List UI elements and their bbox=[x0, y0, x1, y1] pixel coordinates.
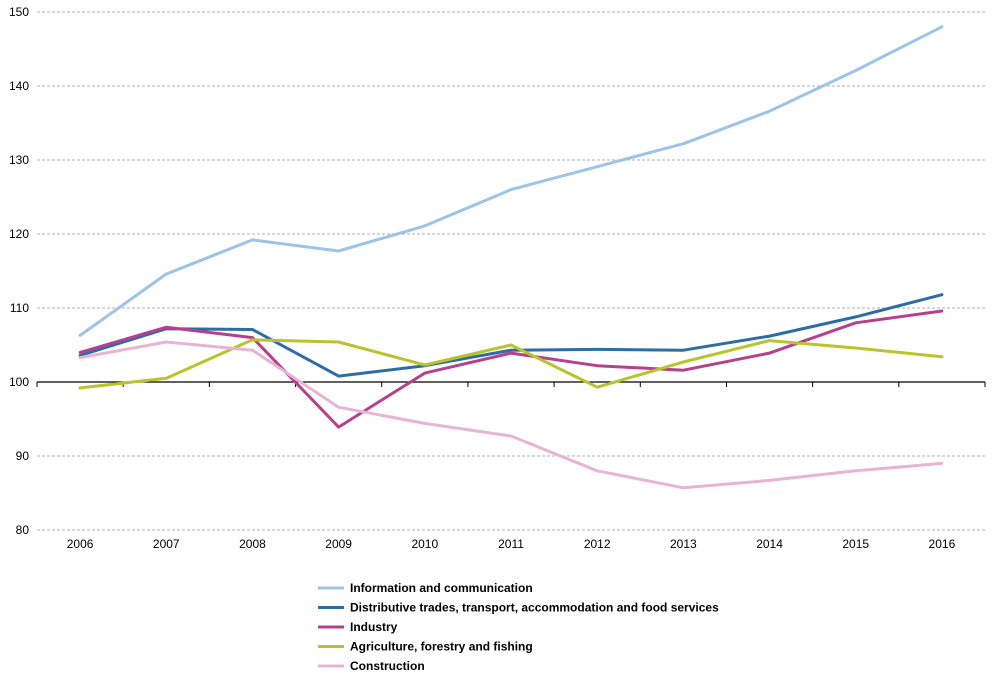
data-point bbox=[509, 343, 513, 347]
legend-item: Distributive trades, transport, accommod… bbox=[318, 601, 719, 615]
data-point bbox=[251, 348, 254, 352]
legend-label: Construction bbox=[350, 659, 425, 673]
series-lines bbox=[78, 25, 944, 490]
data-point bbox=[768, 351, 771, 355]
data-point bbox=[165, 340, 168, 344]
data-point bbox=[768, 479, 771, 482]
data-point bbox=[509, 348, 513, 352]
data-point bbox=[165, 272, 168, 276]
y-tick-label: 80 bbox=[16, 523, 30, 537]
data-point bbox=[337, 425, 340, 429]
data-point bbox=[682, 142, 685, 145]
data-point bbox=[78, 356, 82, 359]
data-point bbox=[337, 405, 340, 409]
legend-item: Agriculture, forestry and fishing bbox=[318, 640, 533, 654]
x-tick-label: 2015 bbox=[842, 537, 869, 551]
data-point bbox=[423, 422, 427, 425]
data-point bbox=[854, 69, 857, 72]
data-point bbox=[423, 363, 427, 367]
data-point bbox=[78, 354, 82, 357]
legend: Information and communication Distributiv… bbox=[318, 581, 719, 673]
y-tick-label: 110 bbox=[10, 301, 29, 315]
data-point bbox=[854, 321, 857, 324]
series-line-2 bbox=[78, 293, 944, 378]
x-tick-label: 2011 bbox=[498, 537, 524, 551]
data-point bbox=[854, 315, 857, 319]
data-point bbox=[509, 188, 513, 191]
y-tick-label: 100 bbox=[9, 375, 29, 389]
x-tick-label: 2010 bbox=[411, 537, 438, 551]
y-tick-label: 90 bbox=[16, 449, 30, 463]
data-point bbox=[509, 351, 513, 355]
data-point bbox=[78, 334, 82, 337]
x-tick-label: 2012 bbox=[584, 537, 611, 551]
data-point bbox=[423, 224, 427, 228]
data-point bbox=[940, 293, 944, 296]
x-tick-label: 2008 bbox=[239, 537, 266, 551]
data-point bbox=[940, 25, 944, 28]
legend-label: Information and communication bbox=[350, 581, 533, 595]
legend-item: Industry bbox=[318, 620, 398, 634]
data-point bbox=[251, 336, 254, 339]
legend-label: Agriculture, forestry and fishing bbox=[350, 640, 533, 654]
series-line-1 bbox=[78, 25, 944, 337]
data-point bbox=[78, 351, 82, 354]
data-point bbox=[595, 385, 599, 389]
data-point bbox=[423, 371, 427, 375]
data-point bbox=[682, 486, 685, 490]
data-point bbox=[854, 469, 857, 472]
y-tick-label: 130 bbox=[9, 153, 29, 167]
x-tick-label: 2013 bbox=[670, 537, 697, 551]
x-tick-label: 2007 bbox=[153, 537, 180, 551]
y-tick-label: 150 bbox=[9, 5, 29, 19]
y-tick-label: 140 bbox=[9, 79, 29, 93]
x-tick-label: 2009 bbox=[325, 537, 352, 551]
data-point bbox=[940, 462, 944, 465]
data-point bbox=[595, 364, 599, 367]
legend-label: Distributive trades, transport, accommod… bbox=[350, 601, 719, 615]
legend-item: Information and communication bbox=[318, 581, 533, 595]
data-point bbox=[595, 165, 599, 168]
data-point bbox=[165, 326, 168, 329]
data-point bbox=[337, 340, 340, 344]
data-point bbox=[595, 348, 599, 351]
data-point bbox=[165, 377, 168, 380]
data-point bbox=[854, 346, 857, 350]
data-point bbox=[337, 249, 340, 253]
x-tick-label: 2016 bbox=[929, 537, 956, 551]
data-point bbox=[251, 238, 254, 242]
data-point bbox=[682, 360, 685, 364]
axes: 80 90 100 110 120 130 140 150 2006 2007 2008 2009 20… bbox=[9, 5, 986, 551]
data-point bbox=[768, 339, 771, 342]
data-point bbox=[78, 386, 82, 390]
data-point bbox=[251, 328, 254, 331]
data-point bbox=[682, 348, 685, 352]
x-tick-label: 2006 bbox=[67, 537, 94, 551]
data-point bbox=[940, 355, 944, 359]
data-point bbox=[337, 374, 340, 378]
data-point bbox=[768, 109, 771, 113]
data-point bbox=[682, 368, 685, 372]
legend-item: Construction bbox=[318, 659, 425, 673]
series-line-5 bbox=[78, 340, 944, 490]
legend-label: Industry bbox=[350, 620, 398, 634]
data-point bbox=[768, 334, 771, 338]
data-point bbox=[251, 338, 254, 342]
data-point bbox=[940, 309, 944, 313]
gridlines bbox=[37, 11, 985, 531]
data-point bbox=[595, 469, 599, 472]
x-tick-label: 2014 bbox=[756, 537, 783, 551]
data-point bbox=[509, 434, 513, 438]
y-tick-label: 120 bbox=[9, 227, 29, 241]
